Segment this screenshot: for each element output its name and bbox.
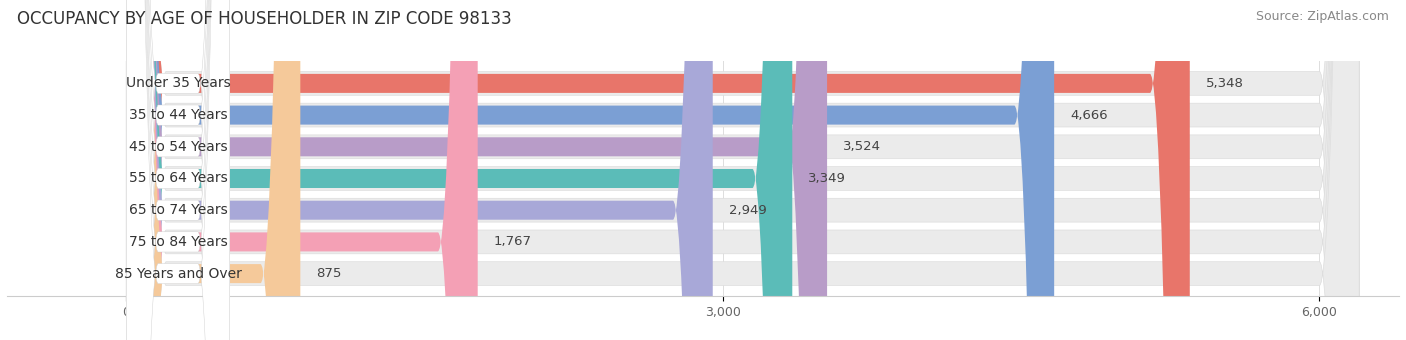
FancyBboxPatch shape xyxy=(127,0,713,340)
FancyBboxPatch shape xyxy=(127,0,229,340)
FancyBboxPatch shape xyxy=(127,0,827,340)
FancyBboxPatch shape xyxy=(127,0,229,340)
FancyBboxPatch shape xyxy=(127,0,1360,340)
Text: 3,349: 3,349 xyxy=(808,172,846,185)
Text: 4,666: 4,666 xyxy=(1070,108,1108,122)
FancyBboxPatch shape xyxy=(127,0,1360,340)
Text: 5,348: 5,348 xyxy=(1206,77,1243,90)
FancyBboxPatch shape xyxy=(127,0,229,340)
Text: 3,524: 3,524 xyxy=(844,140,882,153)
FancyBboxPatch shape xyxy=(127,0,1360,340)
FancyBboxPatch shape xyxy=(127,0,1054,340)
FancyBboxPatch shape xyxy=(127,0,229,340)
Text: Source: ZipAtlas.com: Source: ZipAtlas.com xyxy=(1256,10,1389,23)
Text: 85 Years and Over: 85 Years and Over xyxy=(115,267,242,280)
FancyBboxPatch shape xyxy=(127,0,793,340)
FancyBboxPatch shape xyxy=(127,0,301,340)
FancyBboxPatch shape xyxy=(127,0,1360,340)
FancyBboxPatch shape xyxy=(127,0,1360,340)
Text: 1,767: 1,767 xyxy=(494,235,531,249)
FancyBboxPatch shape xyxy=(127,0,1360,340)
Text: 2,949: 2,949 xyxy=(728,204,766,217)
FancyBboxPatch shape xyxy=(127,0,229,340)
Text: 35 to 44 Years: 35 to 44 Years xyxy=(129,108,228,122)
Text: 75 to 84 Years: 75 to 84 Years xyxy=(129,235,228,249)
FancyBboxPatch shape xyxy=(127,0,1360,340)
Text: 65 to 74 Years: 65 to 74 Years xyxy=(129,203,228,217)
FancyBboxPatch shape xyxy=(127,0,229,340)
FancyBboxPatch shape xyxy=(127,0,478,340)
FancyBboxPatch shape xyxy=(127,0,229,340)
Text: 45 to 54 Years: 45 to 54 Years xyxy=(129,140,228,154)
Text: Under 35 Years: Under 35 Years xyxy=(125,76,231,90)
Text: 55 to 64 Years: 55 to 64 Years xyxy=(129,171,228,186)
Text: OCCUPANCY BY AGE OF HOUSEHOLDER IN ZIP CODE 98133: OCCUPANCY BY AGE OF HOUSEHOLDER IN ZIP C… xyxy=(17,10,512,28)
Text: 875: 875 xyxy=(316,267,342,280)
FancyBboxPatch shape xyxy=(127,0,1189,340)
